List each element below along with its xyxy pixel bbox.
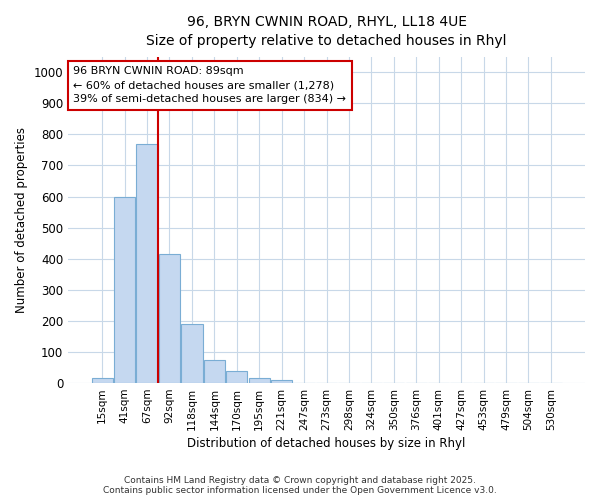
- Bar: [204, 360, 225, 383]
- Text: 96 BRYN CWNIN ROAD: 89sqm
← 60% of detached houses are smaller (1,278)
39% of se: 96 BRYN CWNIN ROAD: 89sqm ← 60% of detac…: [73, 66, 346, 104]
- Y-axis label: Number of detached properties: Number of detached properties: [15, 127, 28, 313]
- Bar: [181, 324, 203, 383]
- Bar: [92, 378, 113, 383]
- Text: Contains HM Land Registry data © Crown copyright and database right 2025.
Contai: Contains HM Land Registry data © Crown c…: [103, 476, 497, 495]
- Title: 96, BRYN CWNIN ROAD, RHYL, LL18 4UE
Size of property relative to detached houses: 96, BRYN CWNIN ROAD, RHYL, LL18 4UE Size…: [146, 15, 507, 48]
- Bar: [226, 370, 247, 383]
- Bar: [114, 196, 135, 383]
- Bar: [159, 254, 180, 383]
- Bar: [271, 380, 292, 383]
- Bar: [248, 378, 270, 383]
- X-axis label: Distribution of detached houses by size in Rhyl: Distribution of detached houses by size …: [187, 437, 466, 450]
- Bar: [136, 144, 158, 383]
